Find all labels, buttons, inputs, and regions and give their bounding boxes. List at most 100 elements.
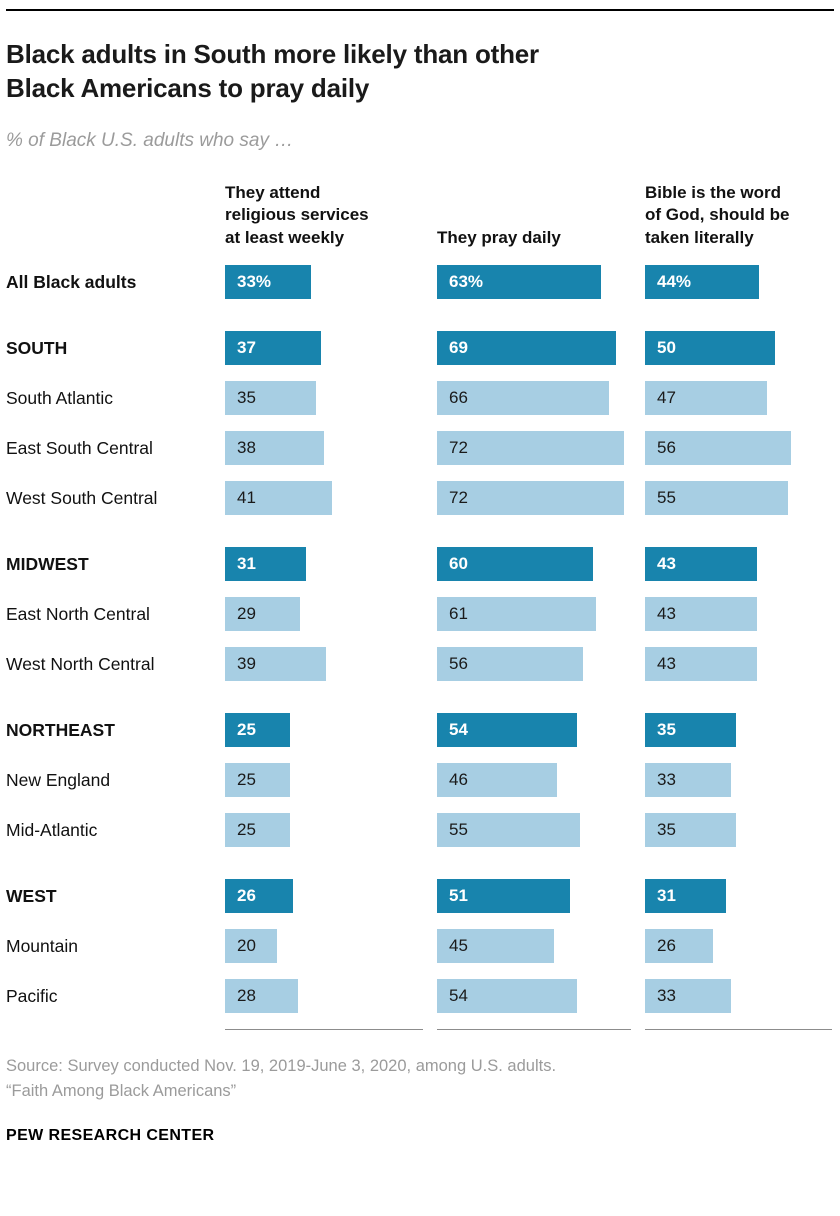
bar: 41	[225, 480, 332, 515]
row-label: Pacific	[6, 985, 58, 1006]
bar: 20	[225, 928, 277, 963]
bar: 28	[225, 978, 298, 1013]
row-label: WEST	[6, 885, 57, 906]
bar: 69	[437, 330, 617, 365]
bar-value: 20	[237, 935, 256, 955]
row-label: Mid-Atlantic	[6, 819, 98, 840]
bar-value: 63%	[449, 271, 484, 291]
chart-row: NORTHEAST 25 54 35	[6, 705, 834, 755]
bar-value: 69	[449, 337, 468, 357]
bar-value: 61	[449, 603, 468, 623]
column-header-bible: Bible is the word of God, should be take…	[645, 182, 790, 247]
bar-value: 35	[657, 719, 676, 739]
bar-value: 26	[657, 935, 676, 955]
row-label: West North Central	[6, 653, 155, 674]
bar-track: 33%	[225, 264, 437, 299]
top-divider	[6, 9, 834, 11]
column-header-pray: They pray daily	[437, 227, 561, 247]
row-label: MIDWEST	[6, 553, 89, 574]
source-line-1: Source: Survey conducted Nov. 19, 2019-J…	[6, 1056, 557, 1075]
row-label: NORTHEAST	[6, 719, 115, 740]
bar: 31	[225, 546, 306, 581]
bar-value: 41	[237, 487, 256, 507]
chart-row: Pacific 28 54 33	[6, 971, 834, 1021]
chart-row: East North Central 29 61 43	[6, 589, 834, 639]
page-title: Black adults in South more likely than o…	[6, 39, 539, 104]
bar: 43	[645, 646, 757, 681]
bar-track: 60	[437, 546, 645, 581]
bar-track: 31	[645, 878, 834, 913]
bar: 33%	[225, 264, 311, 299]
bar-value: 55	[657, 487, 676, 507]
bar-value: 33	[657, 769, 676, 789]
row-label: Mountain	[6, 935, 78, 956]
bar-value: 45	[449, 935, 468, 955]
source-note: Source: Survey conducted Nov. 19, 2019-J…	[6, 1054, 834, 1104]
bar-track: 25	[225, 812, 437, 847]
row-label: West South Central	[6, 487, 158, 508]
bar-value: 33	[657, 985, 676, 1005]
bar-value: 50	[657, 337, 676, 357]
bar: 51	[437, 878, 570, 913]
chart-row: WEST 26 51 31	[6, 871, 834, 921]
bar-value: 35	[657, 819, 676, 839]
bar: 54	[437, 712, 578, 747]
chart-row: Mid-Atlantic 25 55 35	[6, 805, 834, 855]
bar: 33	[645, 762, 731, 797]
bar: 43	[645, 596, 757, 631]
row-label: South Atlantic	[6, 387, 114, 408]
bar: 25	[225, 812, 290, 847]
column-header-attend: They attend religious services at least …	[225, 182, 369, 247]
bar-track: 66	[437, 380, 645, 415]
chart-row: East South Central 38 72 56	[6, 423, 834, 473]
bar-value: 43	[657, 553, 676, 573]
bar-track: 56	[645, 430, 834, 465]
bar: 47	[645, 380, 768, 415]
bar-value: 47	[657, 387, 676, 407]
bar-track: 29	[225, 596, 437, 631]
bar-value: 25	[237, 719, 256, 739]
bar-track: 55	[437, 812, 645, 847]
bar-track: 43	[645, 646, 834, 681]
bar-value: 25	[237, 819, 256, 839]
chart-rows: All Black adults 33% 63% 44% SOUTH 37 69 50 Sout…	[6, 257, 834, 1021]
bar: 44%	[645, 264, 760, 299]
bar: 31	[645, 878, 726, 913]
bar-track: 43	[645, 546, 834, 581]
bar-track: 56	[437, 646, 645, 681]
bar-track: 54	[437, 978, 645, 1013]
bar-value: 33%	[237, 271, 272, 291]
bar: 39	[225, 646, 327, 681]
page: Black adults in South more likely than o…	[0, 9, 840, 1145]
bar-track: 63%	[437, 264, 645, 299]
chart-row: Mountain 20 45 26	[6, 921, 834, 971]
bar-track: 20	[225, 928, 437, 963]
chart-subtitle: % of Black U.S. adults who say …	[6, 129, 294, 151]
bar: 55	[645, 480, 788, 515]
bar-track: 50	[645, 330, 834, 365]
row-label: All Black adults	[6, 271, 137, 292]
bar-value: 72	[449, 437, 468, 457]
bar-value: 26	[237, 885, 256, 905]
bar-track: 35	[645, 712, 834, 747]
axis-baseline	[437, 1028, 631, 1030]
bar: 63%	[437, 264, 601, 299]
chart-row: MIDWEST 31 60 43	[6, 539, 834, 589]
bar-track: 28	[225, 978, 437, 1013]
bar-value: 38	[237, 437, 256, 457]
bar-value: 60	[449, 553, 468, 573]
chart-row: West North Central 39 56 43	[6, 639, 834, 689]
bar: 72	[437, 480, 625, 515]
chart-row: SOUTH 37 69 50	[6, 323, 834, 373]
bar-chart: They attend religious services at least …	[6, 182, 834, 1030]
bar-track: 69	[437, 330, 645, 365]
axis-baseline	[225, 1028, 423, 1030]
bar-track: 26	[645, 928, 834, 963]
bar: 35	[645, 812, 736, 847]
bar: 35	[225, 380, 316, 415]
bar-track: 33	[645, 978, 834, 1013]
bar-track: 41	[225, 480, 437, 515]
bar: 55	[437, 812, 580, 847]
bar-value: 54	[449, 985, 468, 1005]
bar-value: 39	[237, 653, 256, 673]
